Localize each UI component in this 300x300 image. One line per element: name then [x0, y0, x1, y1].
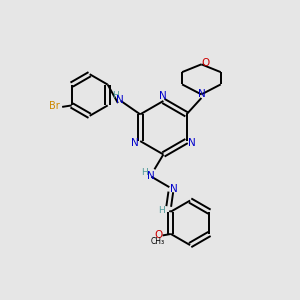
Text: O: O	[202, 58, 210, 68]
Text: H: H	[142, 168, 148, 177]
Text: O: O	[154, 230, 162, 240]
Text: H: H	[112, 91, 119, 100]
Text: Br: Br	[49, 101, 60, 111]
Text: N: N	[116, 95, 124, 105]
Text: N: N	[147, 171, 154, 181]
Text: N: N	[160, 91, 167, 100]
Text: N: N	[170, 184, 178, 194]
Text: N: N	[131, 138, 139, 148]
Text: N: N	[188, 138, 196, 148]
Text: H: H	[158, 206, 165, 215]
Text: N: N	[197, 89, 205, 99]
Text: CH₃: CH₃	[151, 237, 165, 246]
